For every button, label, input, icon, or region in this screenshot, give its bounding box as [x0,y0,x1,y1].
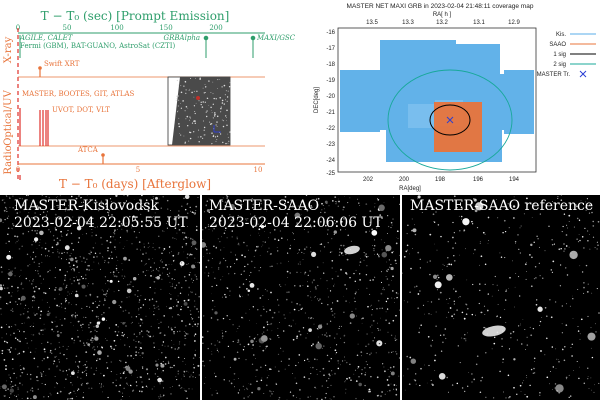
top-tick-100: 100 [110,24,123,32]
label-agile: AGILE, CALET [19,34,74,42]
label-fermi: Fermi (GBM), BAT-GUANO, AstroSat (CZTI) [20,42,175,50]
label-swift: Swift XRT [44,60,80,68]
legend-1sig-label: 1 sig [553,52,566,58]
timeline-panel: X-ray Optical/UV Radio T − T₀ (sec) [Pro… [0,0,300,195]
bottom-tick-10: 10 [254,166,263,174]
image-panel-kislovodsk: MASTER-Kislovodsk 2023-02-04 22:05:55 UT [0,195,200,400]
ra-deg-tick-4: 194 [509,177,520,183]
caption-saao-date: 2023-02-04 22:06:06 UT [209,215,383,231]
sky-image-saao [202,195,400,400]
dec-tick-0: -16 [326,30,335,36]
ra-h-tick-1: 13.3 [402,20,414,26]
dec-tick-8: -24 [326,158,335,164]
top-axis-title: T − T₀ (sec) [Prompt Emission] [41,9,230,23]
ra-deg-tick-2: 198 [435,177,446,183]
legend-kis-label: Kis. [556,32,566,38]
dec-tick-5: -21 [326,110,335,116]
sky-image-kislovodsk [0,195,200,400]
saao-coverage [434,102,482,152]
ra-h-tick-3: 13.1 [473,20,485,26]
dec-tick-7: -23 [326,142,335,148]
coverage-legend: Kis. SAAO 1 sig 2 sig MASTER Tr. [537,32,596,78]
coverage-title: MASTER NET MAXI GRB in 2023-02-04 21:48:… [347,3,534,10]
top-tick-150: 150 [159,24,172,32]
ra-h-tick-0: 13.5 [366,20,378,26]
row-label-optuv: Optical/UV [3,89,14,145]
caption-kislovodsk-title: MASTER-Kislovodsk [14,198,159,214]
timeline-svg: X-ray Optical/UV Radio T − T₀ (sec) [Pro… [3,9,296,191]
dec-tick-9: -25 [326,171,335,177]
two-sigma-contour [387,69,513,171]
bottom-tick-5: 5 [136,166,140,174]
dec-tick-4: -20 [326,94,335,100]
row-label-radio: Radio [3,145,14,174]
coverage-map-svg: MASTER NET MAXI GRB in 2023-02-04 21:48:… [314,3,596,192]
inset-field-image [167,76,231,146]
image-panel-saao-reference: MASTER-SAAO reference [402,195,600,400]
ra-h-tick-2: 13.2 [436,20,448,26]
master-transient-marker [446,116,454,124]
label-grbalpha: GRBAlpha [164,34,200,42]
label-atca: ATCA [77,146,99,154]
dec-tick-2: -18 [326,62,335,68]
ra-deg-label: RA[deg] [399,186,421,192]
legend-saao-label: SAAO [549,42,566,48]
caption-saao-title: MASTER-SAAO [209,198,320,214]
ra-deg-tick-1: 200 [399,177,410,183]
legend-master-label: MASTER Tr. [537,72,571,78]
image-panel-saao: MASTER-SAAO 2023-02-04 22:06:06 UT [202,195,400,400]
top-tick-200: 200 [209,24,222,32]
ra-hours-label: RA[ h ] [433,12,452,18]
caption-kislovodsk-date: 2023-02-04 22:05:55 UT [14,215,188,231]
ra-deg-tick-0: 202 [363,177,374,183]
label-master: MASTER, BOOTES, GIT, ATLAS [22,90,135,98]
one-sigma-contour [429,104,471,136]
dec-tick-6: -22 [326,126,335,132]
dec-tick-1: -17 [326,46,335,52]
bottom-axis-title: T − T₀ (days) [Afterglow] [59,177,211,191]
top-tick-50: 50 [63,24,72,32]
caption-saao-reference-title: MASTER-SAAO reference [410,198,594,214]
legend-2sig-label: 2 sig [553,62,566,68]
bottom-tick-0: 0 [16,166,20,174]
dec-label: DEC[deg] [314,87,320,113]
coverage-map-panel: MASTER NET MAXI GRB in 2023-02-04 21:48:… [300,0,600,195]
ra-h-tick-4: 12.9 [508,20,520,26]
row-label-xray: X-ray [3,36,14,63]
label-uvot: UVOT, DOT, VLT [52,106,110,114]
sky-image-saao-reference [402,195,600,399]
label-maxi: MAXI/GSC [256,34,296,42]
ra-deg-tick-3: 196 [473,177,484,183]
dec-tick-3: -19 [326,78,335,84]
